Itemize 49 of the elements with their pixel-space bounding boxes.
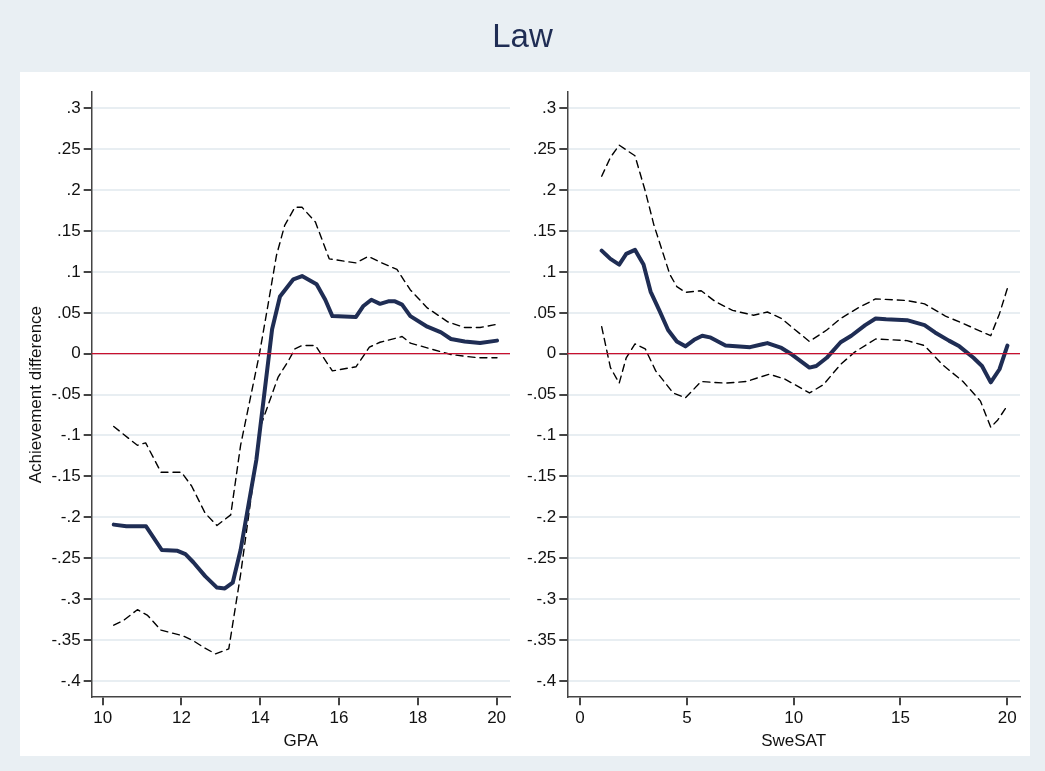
x-tick-label: 18 (408, 708, 428, 728)
y-tick-label: -.15 (51, 466, 81, 486)
x-tick-label: 5 (682, 708, 692, 728)
y-tick-label: 0 (546, 343, 557, 363)
y-tick-label: .1 (66, 261, 81, 281)
y-tick-label: -.15 (527, 466, 557, 486)
y-tick-label: -.1 (536, 425, 557, 445)
x-tick-label: 20 (997, 708, 1017, 728)
x-tick-label: 16 (329, 708, 349, 728)
y-tick-label: -.1 (60, 425, 81, 445)
y-tick-label: .2 (542, 179, 557, 199)
x-tick-label: 14 (250, 708, 270, 728)
y-tick-label: .05 (532, 302, 557, 322)
y-tick-label: -.25 (51, 547, 81, 567)
y-tick-label: .3 (542, 98, 557, 118)
y-tick-label: .25 (57, 138, 81, 158)
y-tick-label: .2 (66, 179, 81, 199)
y-axis-title: Achievement difference (25, 305, 45, 484)
y-tick-label: -.25 (527, 547, 557, 567)
y-tick-label: -.2 (60, 506, 81, 526)
x-axis-title: SweSAT (761, 731, 827, 751)
y-tick-label: .1 (542, 261, 557, 281)
y-tick-label: .05 (57, 302, 81, 322)
y-tick-label: -.05 (51, 384, 81, 404)
y-tick-label: .15 (57, 220, 81, 240)
line-series (113, 206, 498, 527)
x-tick-label: 0 (575, 708, 585, 728)
y-tick-label: .3 (66, 98, 81, 118)
y-tick-label: -.4 (536, 670, 557, 690)
y-tick-label: -.3 (536, 588, 557, 608)
y-tick-label: -.05 (527, 384, 557, 404)
y-tick-label: 0 (71, 343, 81, 363)
y-tick-label: .15 (532, 220, 557, 240)
x-tick-label: 20 (487, 708, 507, 728)
x-tick-label: 10 (93, 708, 113, 728)
y-tick-label: .25 (532, 138, 557, 158)
line-series (600, 326, 1008, 429)
line-series (113, 335, 498, 655)
chart-title: Law (491, 16, 554, 56)
y-tick-label: -.3 (60, 588, 81, 608)
x-tick-label: 10 (784, 708, 804, 728)
x-tick-label: 12 (172, 708, 191, 728)
y-tick-label: -.4 (60, 670, 81, 690)
y-tick-label: -.35 (51, 629, 81, 649)
y-tick-label: -.2 (536, 506, 557, 526)
x-axis-title: GPA (283, 731, 319, 751)
line-series (600, 144, 1009, 343)
y-tick-label: -.35 (527, 629, 557, 649)
x-tick-label: 15 (890, 708, 910, 728)
